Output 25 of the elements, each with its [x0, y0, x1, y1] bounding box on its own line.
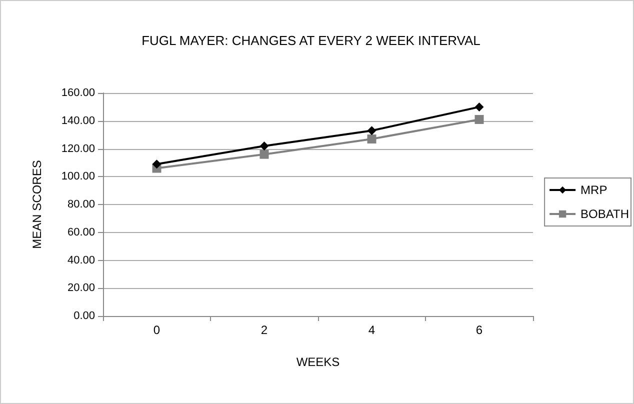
- y-tick-label: 80.00: [67, 198, 95, 210]
- legend-label: BOBATH: [580, 207, 629, 221]
- y-tick-label: 60.00: [67, 226, 95, 238]
- point: [152, 160, 162, 169]
- y-tick-label: 0.00: [74, 310, 95, 322]
- y-tick-label: 20.00: [67, 282, 95, 294]
- x-tick-label: 0: [153, 323, 160, 337]
- point: [367, 126, 376, 136]
- x-tick-label: 4: [368, 323, 376, 337]
- point: [260, 150, 269, 159]
- y-axis-title: MEAN SCORES: [30, 160, 44, 249]
- y-tick-label: 120.00: [61, 142, 95, 155]
- point: [367, 134, 376, 144]
- y-tick-label: 160.00: [61, 87, 95, 99]
- legend-label: MRP: [580, 183, 608, 197]
- x-tick-label: 2: [260, 323, 268, 337]
- y-tick-label: 40.00: [67, 254, 95, 266]
- x-tick-label: 6: [476, 323, 483, 337]
- point: [474, 114, 484, 124]
- point: [474, 102, 484, 112]
- y-tick-label: 140.00: [61, 114, 95, 127]
- x-axis-title: WEEKS: [296, 355, 340, 369]
- y-tick-label: 100.00: [61, 170, 95, 183]
- chart-title: FUGL MAYER: CHANGES AT EVERY 2 WEEK INTERVAL: [142, 33, 480, 48]
- point: [260, 141, 269, 150]
